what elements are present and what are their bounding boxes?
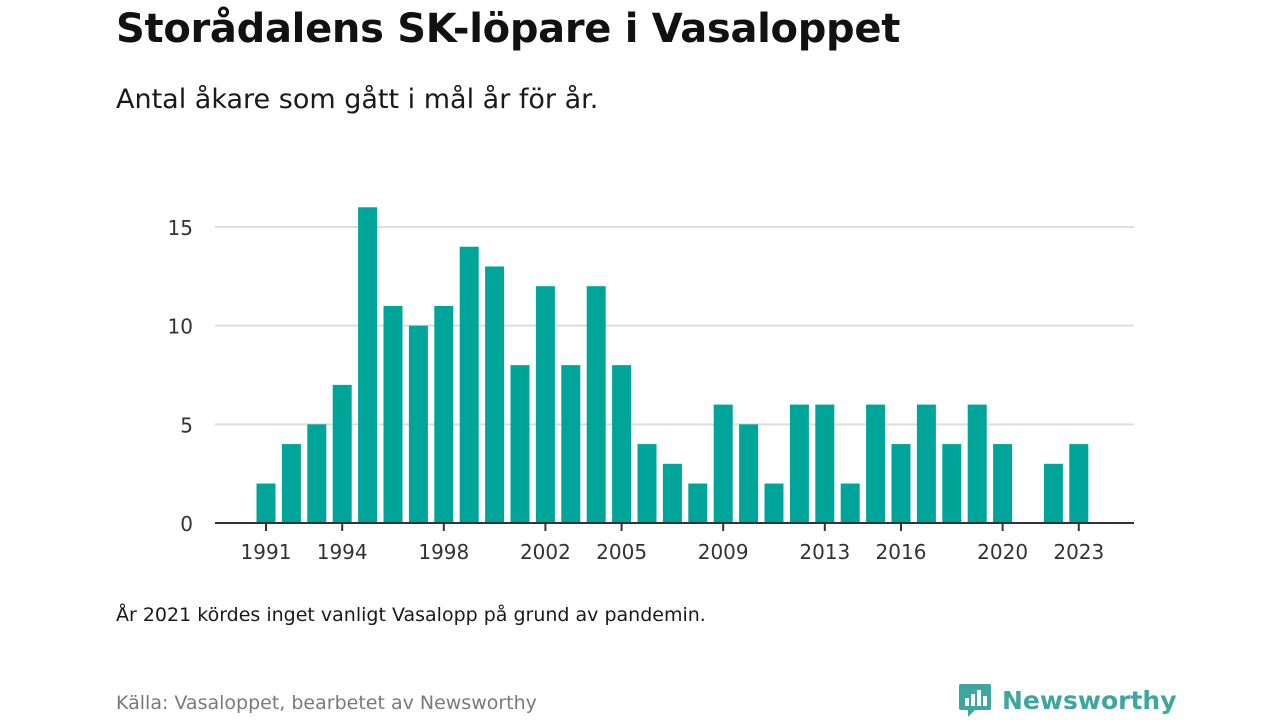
bar-2016 bbox=[891, 444, 911, 523]
y-tick-label: 15 bbox=[168, 216, 193, 240]
source-credit: Källa: Vasaloppet, bearbetet av Newswort… bbox=[116, 692, 537, 714]
bar-chart: 0 5 10 15 1991 1994 1998 2002 2005 2009 2013 2016 2… bbox=[168, 207, 1134, 564]
bars bbox=[256, 207, 1089, 523]
bar-2009 bbox=[713, 404, 733, 523]
y-tick-label: 10 bbox=[168, 315, 193, 339]
chart-subtitle: Antal åkare som gått i mål år för år. bbox=[116, 84, 599, 115]
bar-2003 bbox=[561, 365, 581, 523]
x-tick-label: 1991 bbox=[241, 540, 292, 564]
bar-2012 bbox=[789, 404, 809, 523]
chart-note: År 2021 kördes inget vanligt Vasalopp på… bbox=[116, 604, 706, 626]
bar-2018 bbox=[942, 444, 962, 523]
bar-1992 bbox=[281, 444, 301, 523]
bar-1995 bbox=[358, 207, 378, 523]
bar-2011 bbox=[764, 483, 784, 523]
x-tick-label: 2005 bbox=[596, 540, 647, 564]
bar-2015 bbox=[866, 404, 886, 523]
bar-2013 bbox=[815, 404, 835, 523]
bar-1996 bbox=[383, 305, 403, 523]
bar-2019 bbox=[967, 404, 987, 523]
x-tick-label: 2002 bbox=[520, 540, 571, 564]
bar-2014 bbox=[840, 483, 860, 523]
bar-2001 bbox=[510, 365, 530, 523]
y-tick-label: 0 bbox=[180, 512, 193, 536]
x-tick-label: 2020 bbox=[977, 540, 1028, 564]
bar-2000 bbox=[485, 266, 505, 523]
bar-2005 bbox=[612, 365, 632, 523]
bar-2020 bbox=[993, 444, 1013, 523]
brand-name: Newsworthy bbox=[1002, 685, 1177, 715]
bar-2007 bbox=[662, 463, 682, 523]
y-tick-label: 5 bbox=[180, 413, 193, 437]
bar-2008 bbox=[688, 483, 708, 523]
bar-1998 bbox=[434, 305, 454, 523]
bar-1993 bbox=[307, 424, 327, 523]
bar-2006 bbox=[637, 444, 657, 523]
x-axis: 1991 1994 1998 2002 2005 2009 2013 2016 2020 2023 bbox=[215, 522, 1134, 564]
x-tick-label: 2009 bbox=[698, 540, 749, 564]
bar-2017 bbox=[916, 404, 936, 523]
bar-2010 bbox=[739, 424, 759, 523]
bar-2004 bbox=[586, 286, 606, 523]
bar-1997 bbox=[408, 325, 428, 523]
x-tick-label: 1994 bbox=[317, 540, 368, 564]
x-tick-label: 2016 bbox=[876, 540, 927, 564]
bar-2023 bbox=[1069, 444, 1089, 523]
x-tick-label: 2013 bbox=[799, 540, 850, 564]
bar-2022 bbox=[1043, 463, 1063, 523]
chart-title: Storådalens SK-löpare i Vasaloppet bbox=[116, 6, 901, 52]
bar-2002 bbox=[535, 286, 555, 523]
x-tick-label: 1998 bbox=[418, 540, 469, 564]
x-tick-label: 2023 bbox=[1053, 540, 1104, 564]
brand-logo: Newsworthy bbox=[958, 680, 1177, 720]
bar-1994 bbox=[332, 384, 352, 523]
bar-1999 bbox=[459, 246, 479, 523]
newsworthy-logo-icon bbox=[959, 684, 991, 717]
bar-1991 bbox=[256, 483, 276, 523]
